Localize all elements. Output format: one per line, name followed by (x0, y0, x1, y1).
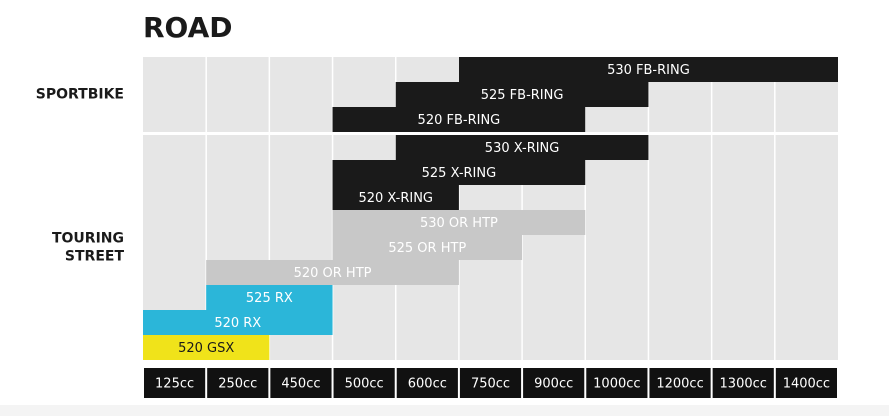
x-tick-label: 450cc (281, 377, 320, 392)
range-bar (143, 310, 333, 335)
chart-title: ROAD (143, 11, 233, 44)
bar-label: 525 RX (246, 291, 293, 306)
axis-cell (396, 368, 458, 398)
bar-label: 520 RX (214, 316, 261, 331)
range-bar (395, 135, 649, 160)
range-bar (458, 57, 838, 82)
bar-label: 520 X-RING (358, 191, 433, 206)
axis-cell (775, 368, 837, 398)
x-tick-label: 600cc (408, 377, 447, 392)
x-tick-label: 750cc (471, 377, 510, 392)
range-bar (332, 107, 586, 132)
axis-cell (270, 368, 332, 398)
axis-cell (333, 368, 395, 398)
range-bar (332, 185, 459, 210)
bar-label: 520 OR HTP (294, 266, 372, 281)
axis-cell (207, 368, 269, 398)
range-bar (206, 260, 459, 285)
bar-label: 530 FB-RING (607, 63, 690, 78)
bar-label: 530 X-RING (485, 141, 560, 156)
axis-cell (712, 368, 774, 398)
axis-cell (144, 368, 206, 398)
range-bar (206, 285, 333, 310)
x-tick-label: 1400cc (783, 377, 830, 392)
bar-label: 525 X-RING (422, 166, 497, 181)
x-tick-label: 1300cc (720, 377, 767, 392)
axis-cell (523, 368, 585, 398)
x-tick-label: 1200cc (656, 377, 703, 392)
axis-cell (586, 368, 648, 398)
bar-label: 525 OR HTP (388, 241, 466, 256)
x-tick-label: 250cc (218, 377, 257, 392)
range-bar (143, 335, 270, 360)
x-tick-label: 125cc (155, 377, 194, 392)
x-tick-label: 1000cc (593, 377, 640, 392)
bar-label: 520 FB-RING (418, 113, 501, 128)
group-label: TOURING (52, 231, 124, 247)
axis-cell (649, 368, 711, 398)
bar-label: 520 GSX (178, 341, 234, 356)
axis-cell (459, 368, 522, 398)
bar-label: 530 OR HTP (420, 216, 498, 231)
group-label: SPORTBIKE (36, 87, 124, 103)
range-bar (395, 82, 649, 107)
footer-band (0, 405, 889, 416)
x-tick-label: 900cc (534, 377, 573, 392)
range-bar (332, 235, 523, 260)
range-bar (332, 160, 586, 185)
x-tick-label: 500cc (345, 377, 384, 392)
bar-label: 525 FB-RING (481, 88, 564, 103)
range-bar (332, 210, 586, 235)
group-label: STREET (65, 249, 125, 265)
